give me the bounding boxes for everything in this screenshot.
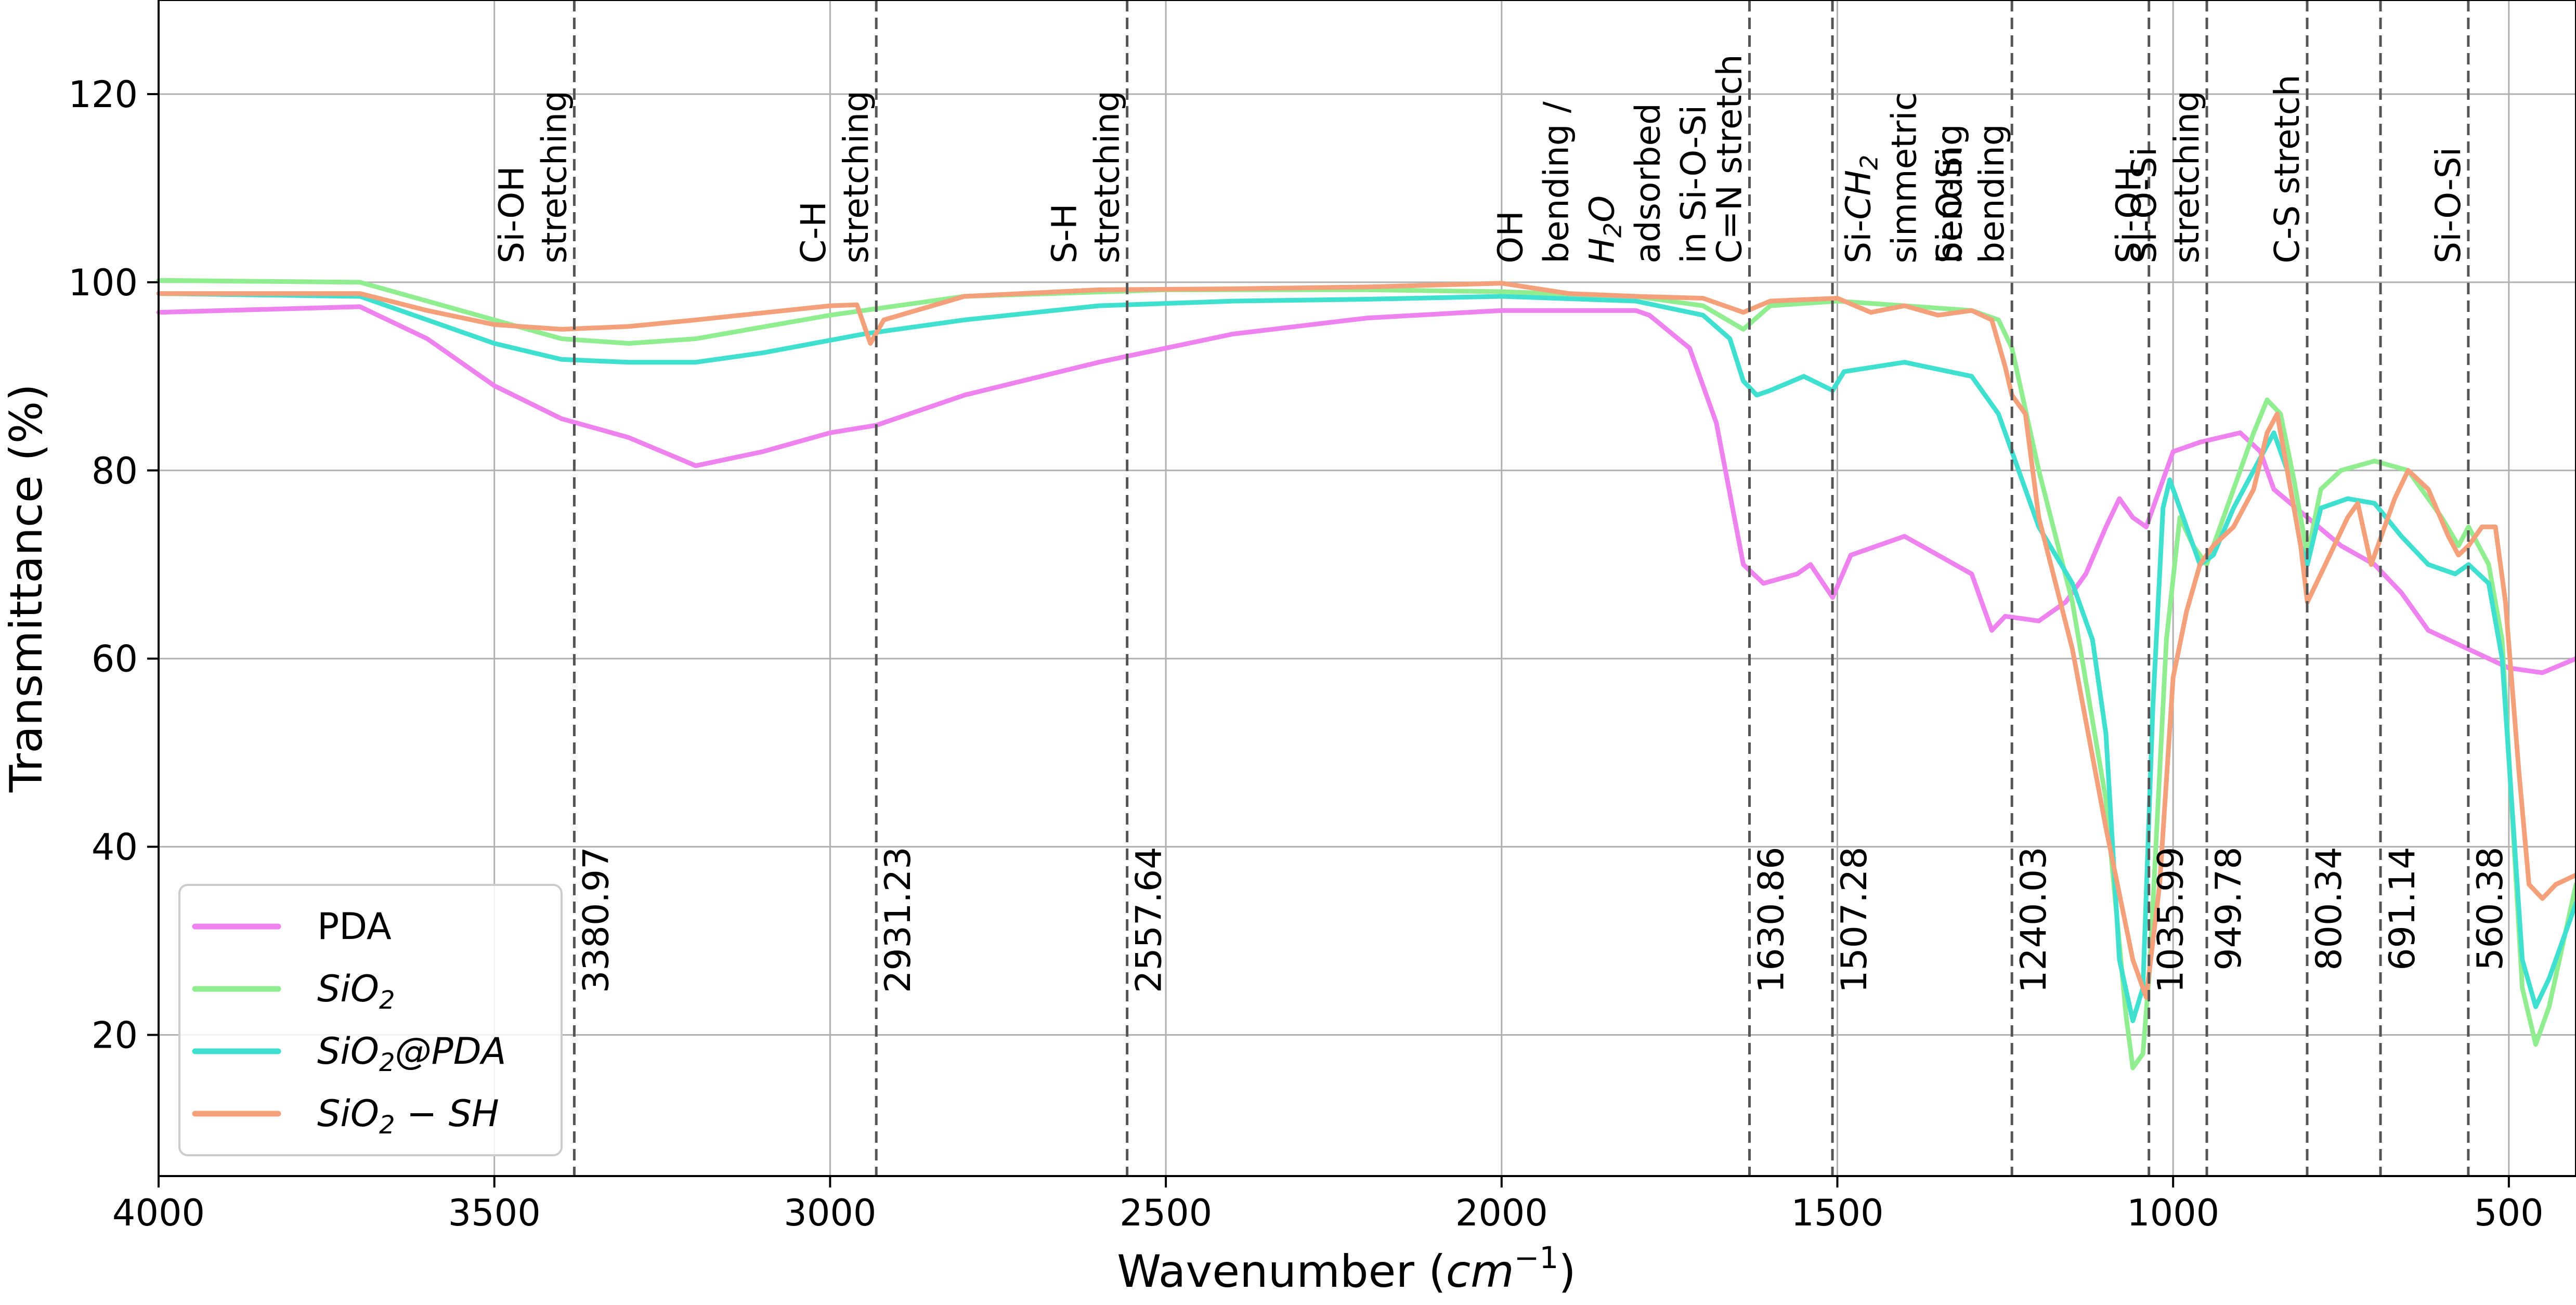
band-annotation: in Si-O-Si xyxy=(1673,105,1713,264)
band-annotation: Si-CH2 xyxy=(1839,155,1883,264)
band-annotation: Si-O-Si xyxy=(2428,147,2468,264)
band-annotation: S-H xyxy=(1045,203,1085,263)
series-line-3 xyxy=(156,291,2576,1023)
y-tick-label: 60 xyxy=(92,638,138,681)
series-layer xyxy=(156,278,2576,1071)
legend-entry: SiO2 xyxy=(317,968,395,1015)
wavenumber-label: 2557.64 xyxy=(1129,847,1170,993)
band-annotation: stretching xyxy=(534,90,574,264)
band-annotation: Si-O-Si xyxy=(2124,147,2164,264)
legend-entry: PDA xyxy=(317,905,392,948)
band-annotation: simmetric xyxy=(1884,92,1924,264)
band-annotation: Si-OH xyxy=(491,166,531,263)
y-tick-label: 120 xyxy=(68,73,138,116)
x-axis-title: Wavenumber (cm−1) xyxy=(1117,1240,1576,1298)
legend-box xyxy=(178,884,563,1156)
annotation-lines xyxy=(573,0,2470,1176)
band-annotation: stretching xyxy=(836,90,876,264)
x-tick-label: 1500 xyxy=(1791,1192,1883,1234)
band-annotation: H2O xyxy=(1582,195,1627,264)
wavenumber-label: 1507.28 xyxy=(1834,847,1875,993)
x-tick-label: 500 xyxy=(2474,1192,2544,1234)
x-tick-label: 2500 xyxy=(1120,1192,1212,1234)
x-tick-label: 2000 xyxy=(1455,1192,1548,1234)
y-tick-label: 20 xyxy=(92,1014,138,1057)
series-line-1 xyxy=(156,304,2576,675)
legend-entry: SiO2@PDA xyxy=(317,1030,506,1077)
axis-ticks: 4000 3500 3000 2500 2000 1500 1000 500 20 40 60 80 1… xyxy=(68,73,2543,1234)
band-annotation: C=N stretch xyxy=(1709,54,1749,263)
y-axis-title: Transmittance (%) xyxy=(1,384,53,793)
wavenumber-label: 3380.97 xyxy=(576,847,617,993)
wavenumber-label: 949.78 xyxy=(2208,847,2249,971)
plot-frame xyxy=(158,0,2576,1177)
band-annotation: bending xyxy=(1930,124,1970,263)
band-annotation: Si-OH xyxy=(2109,166,2149,263)
legend-entry: SiO2 − SH xyxy=(317,1092,499,1140)
legend: PDA SiO2 SiO2@PDA SiO2 − SH xyxy=(178,884,563,1156)
wavenumber-label: 2931.23 xyxy=(878,847,919,993)
band-annotation: C-S stretch xyxy=(2267,74,2307,263)
band-annotation: adsorbed xyxy=(1628,103,1668,264)
y-tick-label: 100 xyxy=(68,262,138,304)
x-tick-label: 4000 xyxy=(112,1192,205,1234)
band-annotation: C-H xyxy=(793,201,834,264)
series-line-4 xyxy=(156,281,2576,1000)
band-annotation: bending / xyxy=(1536,101,1576,263)
wavenumber-label: 691.14 xyxy=(2382,847,2423,971)
x-tick-label: 3000 xyxy=(784,1192,876,1234)
x-tick-label: 3500 xyxy=(448,1192,541,1234)
y-tick-label: 80 xyxy=(92,450,138,492)
band-annotation: OH xyxy=(1490,211,1530,264)
wavenumber-label: 560.38 xyxy=(2470,847,2511,971)
wavenumber-label: 1035.99 xyxy=(2151,847,2192,993)
wavenumber-label: 800.34 xyxy=(2309,847,2350,971)
band-annotation: bending xyxy=(1972,124,2012,263)
wavenumber-label: 1630.86 xyxy=(1751,847,1792,993)
band-annotation: Si-O-Si xyxy=(1929,147,1969,264)
x-tick-label: 1000 xyxy=(2127,1192,2219,1234)
y-tick-label: 40 xyxy=(92,826,138,869)
wavenumber-label: 1240.03 xyxy=(2013,847,2054,993)
band-annotation: stretching xyxy=(1087,90,1127,264)
band-annotation: stretching xyxy=(2167,90,2207,264)
